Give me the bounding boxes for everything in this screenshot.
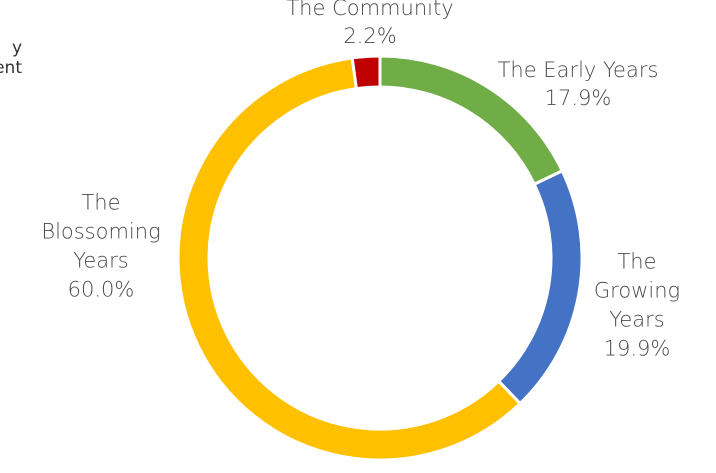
category-label-the-blossoming-years: Years — [73, 249, 128, 273]
slice-the-blossoming-years — [176, 56, 522, 462]
category-label-the-growing-years: The — [617, 250, 656, 274]
data-label-the-early-years: 17.9% — [545, 86, 612, 110]
category-label-the-growing-years: Growing — [594, 279, 680, 303]
label-the-early-years: The Early Years 17.9% — [498, 58, 659, 110]
category-label-the-growing-years: Years — [609, 308, 664, 332]
slice-labels: The Early Years 17.9% The Growing Years 19.9%… — [41, 0, 680, 361]
category-label-the-early-years: The Early Years — [498, 58, 659, 82]
category-label-the-community: The Community — [286, 0, 453, 20]
slice-the-growing-years — [497, 169, 584, 406]
data-label-the-growing-years: 19.9% — [604, 337, 671, 361]
category-label-the-blossoming-years: Blossoming — [41, 220, 160, 244]
donut-slices — [176, 54, 584, 462]
category-label-the-blossoming-years: The — [81, 191, 120, 215]
label-the-growing-years: The Growing Years 19.9% — [594, 250, 680, 361]
slice-the-community — [350, 54, 382, 91]
clipped-text-line-2: ent — [0, 58, 22, 78]
label-the-blossoming-years: The Blossoming Years 60.0% — [41, 191, 160, 302]
clipped-text-line-1: y — [11, 38, 22, 58]
clipped-text-fragment: y ent — [0, 38, 22, 78]
label-the-community: The Community 2.2% — [286, 0, 453, 48]
data-label-the-blossoming-years: 60.0% — [68, 278, 135, 302]
data-label-the-community: 2.2% — [343, 24, 396, 48]
